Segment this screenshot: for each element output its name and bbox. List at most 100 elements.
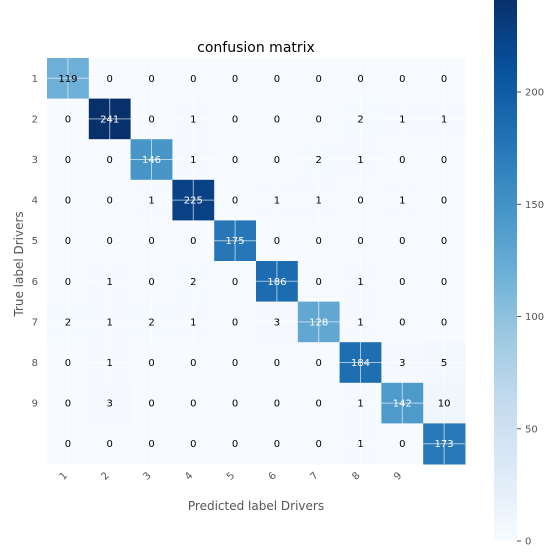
y-tick-label: 4 [32, 196, 38, 207]
cell-value-r7-c9: 0 [399, 317, 405, 328]
x-tick-label: 2 [100, 470, 112, 482]
cell-value-r7-c6: 3 [274, 317, 280, 328]
cell-value-r4-c1: 0 [65, 196, 71, 207]
cell-value-r5-c4: 0 [190, 236, 196, 247]
cell-value-r10-c4: 0 [190, 439, 196, 450]
cell-value-r3-c5: 0 [232, 155, 238, 166]
cell-value-r1-c6: 0 [274, 74, 280, 85]
cell-value-r7-c8: 1 [357, 317, 363, 328]
y-tick-label: 9 [32, 399, 38, 410]
cell-value-r6-c9: 0 [399, 277, 405, 288]
y-tick-label: 6 [32, 277, 38, 288]
cell-value-r6-c3: 0 [148, 277, 154, 288]
cell-value-r3-c4: 1 [190, 155, 196, 166]
cell-value-r2-c3: 0 [148, 114, 154, 125]
y-tick-label: 2 [32, 114, 38, 125]
cell-value-r3-c3: 146 [142, 155, 161, 166]
cell-value-r6-c1: 0 [65, 277, 71, 288]
cell-value-r3-c6: 0 [274, 155, 280, 166]
cell-value-r3-c10: 0 [441, 155, 447, 166]
cell-value-r6-c8: 1 [357, 277, 363, 288]
cell-value-r5-c5: 175 [226, 236, 245, 247]
cell-value-r2-c2: 241 [100, 114, 119, 125]
cell-value-r10-c7: 0 [316, 439, 322, 450]
colorbar-tick-label: 50 [525, 424, 538, 435]
cell-value-r10-c5: 0 [232, 439, 238, 450]
cell-value-r9-c2: 3 [107, 399, 113, 410]
cell-value-labels: 119 0 0 0 0 0 0 0 0 00 241 0 1 0 0 0 2 1 10 0 146 1 0 0 2 1 0 00 0 1 2… [58, 74, 453, 450]
cell-value-r4-c2: 0 [107, 196, 113, 207]
cell-value-r9-c4: 0 [190, 399, 196, 410]
cell-value-r4-c10: 0 [441, 196, 447, 207]
cell-value-r8-c2: 1 [107, 358, 113, 369]
x-tick-label: 4 [183, 470, 195, 482]
y-tick-label: 1 [32, 74, 38, 85]
cell-value-r3-c1: 0 [65, 155, 71, 166]
cell-value-r8-c4: 0 [190, 358, 196, 369]
cell-value-r8-c9: 3 [399, 358, 405, 369]
cell-value-r1-c3: 0 [148, 74, 154, 85]
cell-value-r10-c3: 0 [148, 439, 154, 450]
cell-value-r9-c3: 0 [148, 399, 154, 410]
x-tick-label: 6 [267, 470, 279, 482]
cell-value-r4-c3: 1 [148, 196, 154, 207]
y-axis-label: True label Drivers [12, 211, 26, 317]
cell-value-r1-c4: 0 [190, 74, 196, 85]
x-tick-label: 8 [350, 470, 362, 482]
cell-value-r5-c9: 0 [399, 236, 405, 247]
cell-value-r2-c6: 0 [274, 114, 280, 125]
cell-value-r3-c2: 0 [107, 155, 113, 166]
cell-value-r8-c8: 184 [351, 358, 370, 369]
cell-value-r8-c3: 0 [148, 358, 154, 369]
cell-value-r3-c7: 2 [316, 155, 322, 166]
cell-value-r1-c9: 0 [399, 74, 405, 85]
cell-value-r7-c7: 128 [309, 317, 328, 328]
cell-value-r10-c8: 1 [357, 439, 363, 450]
y-tick-label: 5 [32, 236, 38, 247]
cell-value-r2-c4: 1 [190, 114, 196, 125]
cell-value-r10-c10: 173 [435, 439, 454, 450]
cell-value-r1-c1: 119 [58, 74, 77, 85]
cell-value-r1-c8: 0 [357, 74, 363, 85]
cell-value-r4-c5: 0 [232, 196, 238, 207]
y-tick-label: 3 [32, 155, 38, 166]
cell-value-r9-c5: 0 [232, 399, 238, 410]
cell-value-r2-c5: 0 [232, 114, 238, 125]
cell-value-r9-c1: 0 [65, 399, 71, 410]
cell-value-r3-c8: 1 [357, 155, 363, 166]
x-tick-label: 9 [392, 470, 404, 482]
colorbar-tick-label: 150 [525, 200, 544, 211]
colorbar-tick-label: 200 [525, 88, 544, 99]
cell-value-r6-c4: 2 [190, 277, 196, 288]
y-axis-ticks: 1 2 3 4 5 6 7 8 9 [32, 74, 38, 410]
grid-lines [47, 58, 465, 464]
cell-value-r9-c9: 142 [393, 399, 412, 410]
cell-value-r4-c8: 0 [357, 196, 363, 207]
cell-value-r4-c4: 225 [184, 196, 203, 207]
cell-value-r7-c10: 0 [441, 317, 447, 328]
cell-value-r4-c7: 1 [316, 196, 322, 207]
cell-value-r3-c9: 0 [399, 155, 405, 166]
cell-value-r10-c9: 0 [399, 439, 405, 450]
cell-value-r10-c1: 0 [65, 439, 71, 450]
y-tick-label: 7 [32, 317, 38, 328]
cell-value-r7-c5: 0 [232, 317, 238, 328]
cell-value-r10-c2: 0 [107, 439, 113, 450]
chart-title: confusion matrix [197, 40, 315, 56]
x-tick-label: 3 [141, 470, 153, 482]
colorbar-ticks: 0 50 100 150 200 [517, 88, 544, 548]
colorbar-tick-label: 0 [525, 537, 531, 548]
cell-value-r9-c10: 10 [438, 399, 451, 410]
cell-value-r8-c1: 0 [65, 358, 71, 369]
cell-value-r9-c7: 0 [316, 399, 322, 410]
cell-value-r8-c6: 0 [274, 358, 280, 369]
cell-value-r5-c8: 0 [357, 236, 363, 247]
cell-value-r5-c10: 0 [441, 236, 447, 247]
cell-value-r7-c1: 2 [65, 317, 71, 328]
x-tick-label: 7 [309, 470, 321, 482]
cell-value-r2-c1: 0 [65, 114, 71, 125]
cell-value-r2-c10: 1 [441, 114, 447, 125]
colorbar-tick-label: 100 [525, 312, 544, 323]
cell-value-r1-c5: 0 [232, 74, 238, 85]
cell-value-r7-c2: 1 [107, 317, 113, 328]
